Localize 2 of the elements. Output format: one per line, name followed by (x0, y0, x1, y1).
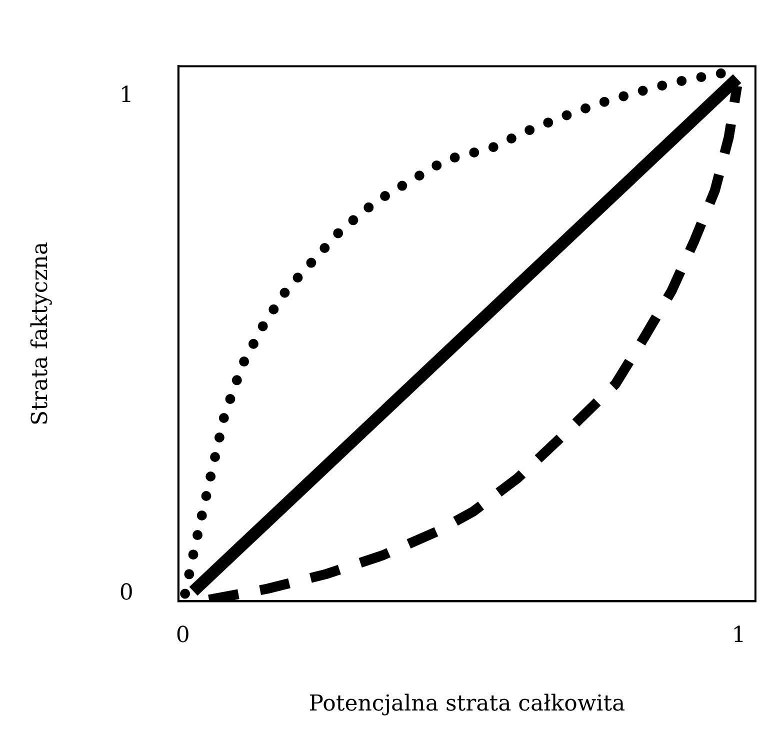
x-axis-title: Potencjalna strata całkowita (308, 692, 626, 717)
y-axis-title: Strata faktyczna (28, 242, 53, 426)
